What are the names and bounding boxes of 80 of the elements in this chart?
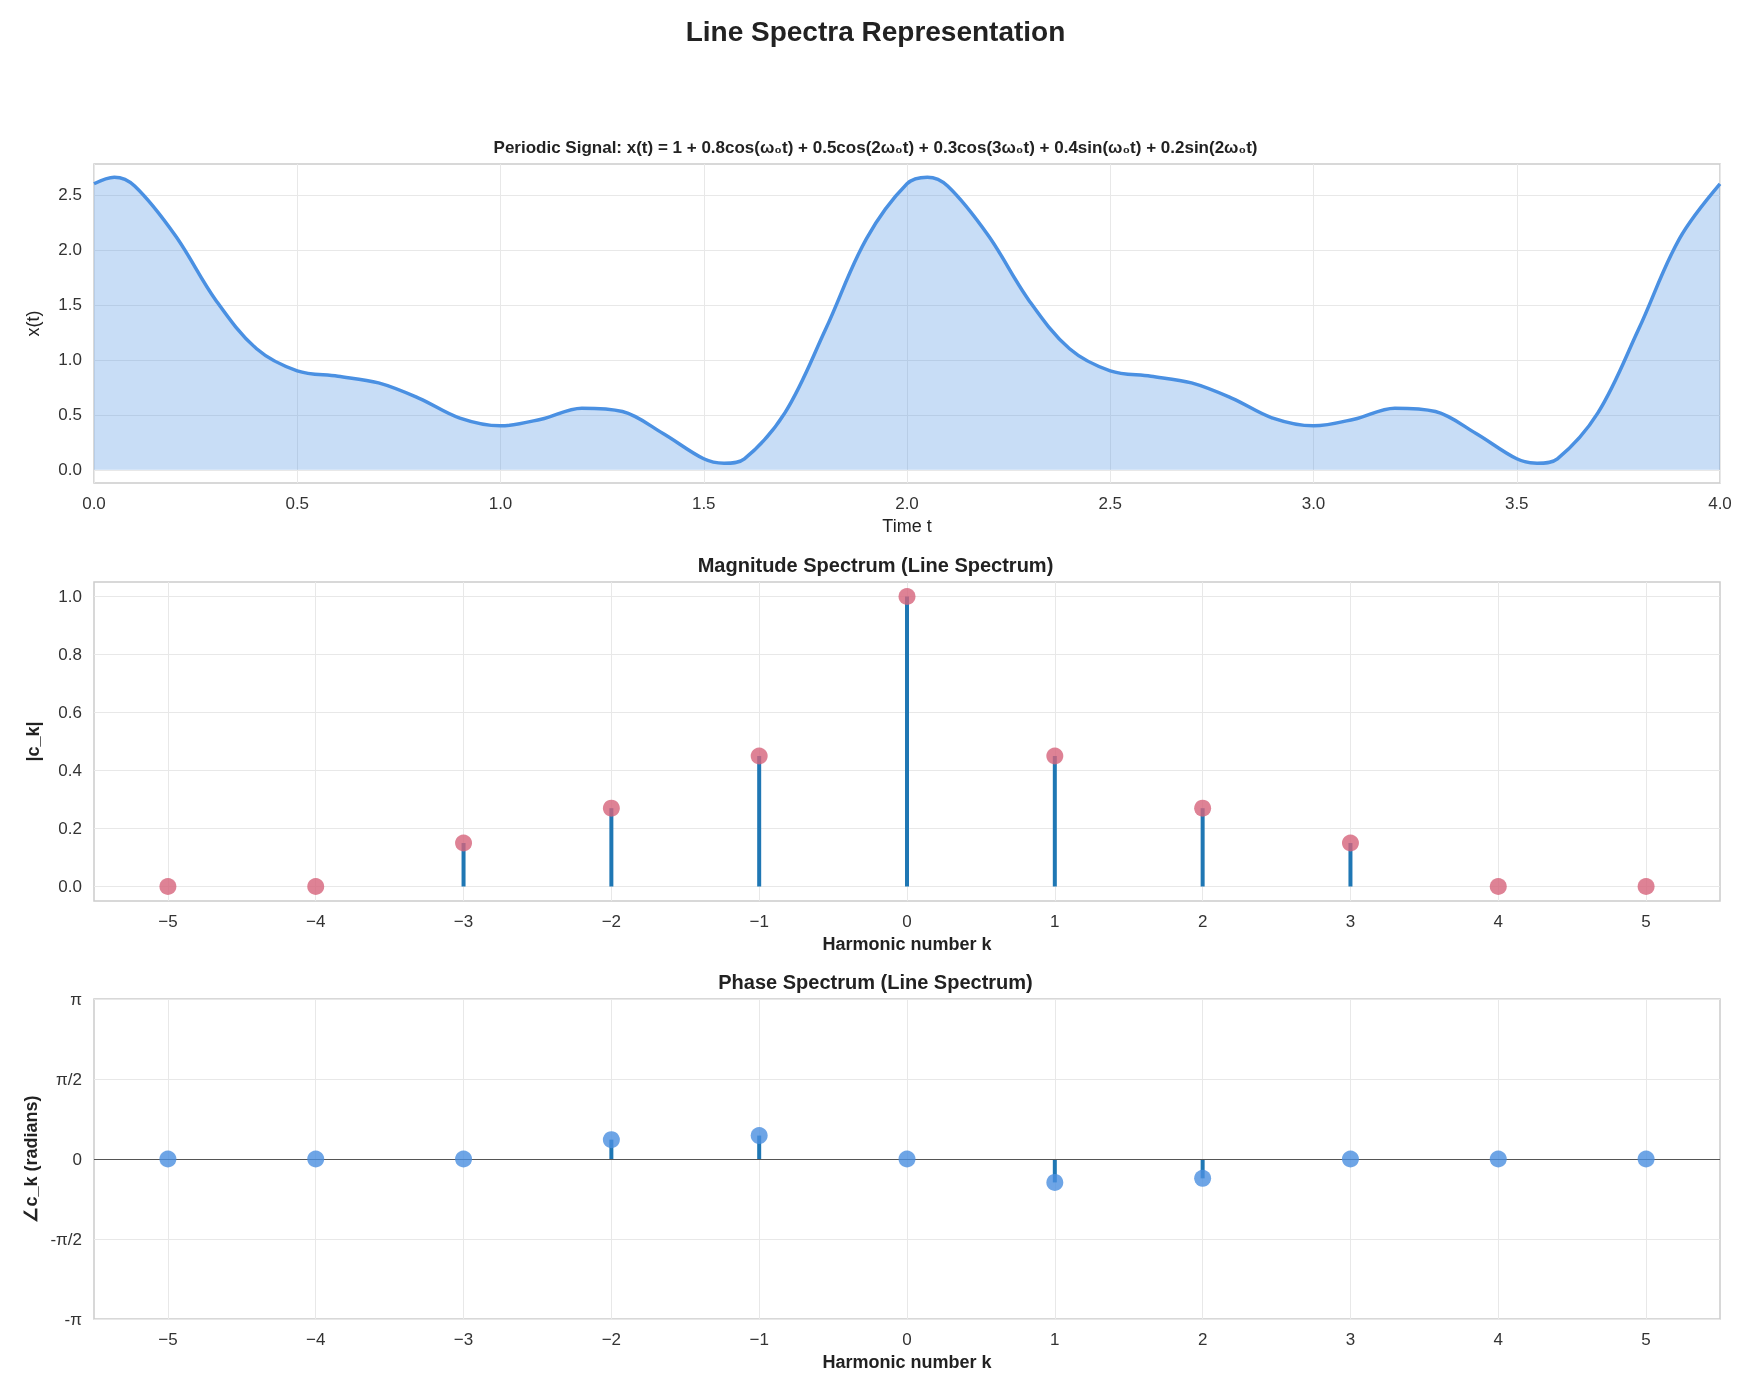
point: [898, 1150, 916, 1168]
x-tick-label: 0.0: [82, 494, 106, 513]
y-tick-label: 2.5: [58, 185, 82, 205]
point: [159, 1150, 177, 1168]
point: [455, 1150, 473, 1168]
y-tick-label: 2.0: [58, 240, 82, 260]
chart-title: Line Spectra Representation: [685, 15, 1066, 47]
point: [750, 1127, 768, 1145]
y-tick-label: 1.0: [58, 587, 82, 606]
point: [1489, 1150, 1507, 1168]
point: [1341, 834, 1359, 852]
x-tick-label: 1.5: [691, 494, 716, 513]
x-tick-label: −4: [306, 912, 326, 931]
chart-title: Magnitude Spectrum (Line Spectrum): [697, 554, 1054, 576]
x-tick-label: 2: [1197, 1330, 1208, 1349]
point: [1194, 799, 1212, 817]
point: [1046, 747, 1064, 765]
chart-title: Phase Spectrum (Line Spectrum): [718, 971, 1033, 993]
x-tick-label: 3: [1345, 1330, 1356, 1349]
x-tick-label: 5: [1641, 912, 1651, 931]
x-tick-label: 4: [1493, 912, 1504, 931]
x-tick-label: 0.5: [285, 494, 310, 513]
point: [898, 588, 916, 605]
x-tick-label: −5: [158, 912, 178, 931]
x-tick-label: −2: [601, 1330, 622, 1349]
x-tick-label: 1.0: [488, 494, 513, 513]
x-axis-title: Time t: [882, 516, 932, 536]
y-tick-label: 0.0: [58, 877, 82, 896]
point: [750, 747, 768, 765]
y-axis-title: |c_k|: [23, 721, 43, 762]
y-tick-label: 0.2: [58, 819, 82, 838]
point: [1046, 1173, 1064, 1191]
x-tick-label: 3.0: [1301, 494, 1326, 513]
y-tick-label: -π/2: [50, 1229, 82, 1249]
x-tick-label: 4.0: [1708, 494, 1732, 513]
x-tick-label: 0: [902, 1330, 912, 1349]
y-tick-label: 1.0: [58, 350, 82, 370]
point: [159, 878, 177, 895]
x-tick-label: 2.5: [1098, 494, 1123, 513]
point: [602, 799, 620, 817]
x-tick-label: −5: [158, 1330, 178, 1349]
point: [602, 1131, 620, 1149]
point: [455, 834, 473, 852]
x-tick-label: −3: [453, 912, 474, 931]
point: [1637, 1150, 1655, 1168]
y-tick-label: 0.6: [58, 703, 82, 722]
point: [307, 1150, 325, 1168]
y-tick-label: -π: [64, 1309, 82, 1329]
chart-subtitle: Periodic Signal: x(t) = 1 + 0.8cos(ω₀t) + 0.5cos(2ω₀t) + 0.3cos(3ω₀t) + 0.4sin(ω₀t) + 0.2sin(2ω₀t): [493, 138, 1258, 157]
y-tick-label: 0: [72, 1149, 82, 1169]
x-tick-label: −1: [749, 1330, 769, 1349]
y-tick-label: 0.8: [58, 645, 82, 664]
point: [1489, 878, 1507, 895]
y-tick-label: π/2: [56, 1069, 82, 1089]
y-axis-title: x(t): [23, 310, 43, 337]
x-tick-label: 0: [902, 912, 912, 931]
x-tick-label: −3: [453, 1330, 474, 1349]
point: [1194, 1169, 1212, 1187]
y-tick-label: 0.0: [58, 460, 82, 480]
point: [1341, 1150, 1359, 1168]
y-axis-title: ∠c_k (radians): [20, 1095, 41, 1223]
x-tick-label: 2.0: [895, 494, 919, 513]
x-tick-label: −2: [601, 912, 622, 931]
x-tick-label: −1: [749, 912, 769, 931]
point: [307, 878, 325, 895]
x-tick-label: 1: [1050, 1330, 1060, 1349]
point: [1637, 878, 1655, 895]
x-tick-label: −4: [306, 1330, 326, 1349]
x-tick-label: 3: [1345, 912, 1356, 931]
y-tick-label: π: [70, 989, 82, 1009]
y-tick-label: 0.4: [58, 761, 82, 780]
x-tick-label: 2: [1197, 912, 1208, 931]
x-tick-label: 3.5: [1504, 494, 1529, 513]
x-tick-label: 1: [1050, 912, 1060, 931]
y-tick-label: 0.5: [58, 405, 82, 425]
x-tick-label: 5: [1641, 1330, 1651, 1349]
x-axis-title: Harmonic number k: [822, 934, 993, 954]
y-tick-label: 1.5: [58, 295, 82, 315]
x-axis-title: Harmonic number k: [822, 1352, 993, 1372]
x-tick-label: 4: [1493, 1330, 1504, 1349]
